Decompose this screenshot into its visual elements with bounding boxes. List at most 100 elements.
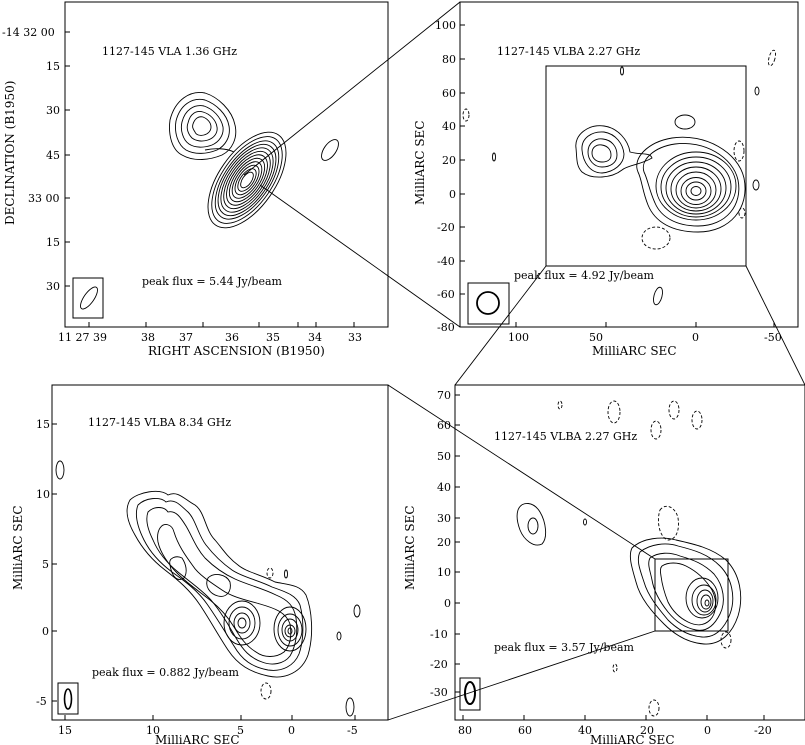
vlba227b-contours-lobe bbox=[516, 503, 547, 546]
vla-xtick-1: 38 bbox=[141, 331, 155, 344]
vlba227a-frame bbox=[459, 1, 799, 328]
vlba227a-ytick-1: 80 bbox=[442, 53, 456, 66]
vlba227b-ytick-2: 50 bbox=[437, 450, 451, 463]
vlba834-xlabel: MilliARC SEC bbox=[155, 733, 240, 745]
vlba227b-xtick-5: -20 bbox=[754, 724, 772, 737]
vlba227b-neg-5 bbox=[691, 410, 703, 430]
vlba227b-xtick-2: 40 bbox=[578, 724, 592, 737]
vlba227a-peak-flux: peak flux = 4.92 Jy/beam bbox=[514, 269, 655, 282]
vlba227b-neg-9 bbox=[648, 699, 660, 717]
vla-ytick-4: 33 00 bbox=[28, 192, 60, 205]
vlba227a-ytick-8: -60 bbox=[437, 288, 455, 301]
vlba227a-ylabel: MilliARC SEC bbox=[413, 121, 427, 206]
vlba834-neg-1 bbox=[266, 567, 274, 579]
vlba227b-ytick-3: 40 bbox=[437, 481, 451, 494]
vlba227b-ytick-7: 0 bbox=[444, 597, 451, 610]
vlba227a-neg-4 bbox=[767, 49, 777, 67]
vlba227b-ytick-1: 60 bbox=[437, 419, 451, 432]
panel-vlba227a: 100 50 0 -50 100 80 60 40 20 0 -20 -40 -… bbox=[413, 1, 799, 358]
vlba227a-ytick-3: 40 bbox=[442, 120, 456, 133]
vlba227b-neg-7 bbox=[720, 631, 732, 649]
vlba227a-beam bbox=[476, 291, 500, 315]
vla-contours-lobe bbox=[169, 92, 237, 160]
vlba834-knot-3 bbox=[353, 604, 361, 618]
vlba227b-xtick-4: 0 bbox=[704, 724, 711, 737]
vlba227b-xtick-1: 60 bbox=[518, 724, 532, 737]
vla-bridge bbox=[204, 148, 235, 153]
vla-title: 1127-145 VLA 1.36 GHz bbox=[102, 45, 237, 58]
vlba227b-ytick-5: 20 bbox=[437, 536, 451, 549]
vlba834-ytick-0: 15 bbox=[36, 418, 50, 431]
vlba227a-contours-lobe bbox=[575, 125, 653, 178]
vlba227a-neg-1 bbox=[641, 226, 671, 250]
vlba834-neg-2 bbox=[260, 682, 272, 700]
panel-vla: 11 27 39 38 37 36 35 34 33 -14 32 00 15 … bbox=[2, 1, 389, 358]
vla-xtick-6: 33 bbox=[348, 331, 362, 344]
panel-vlba834: 15 10 5 0 -5 15 10 5 0 -5 MilliARC SEC M… bbox=[11, 384, 389, 745]
vla-ytick-0: -14 32 00 bbox=[2, 26, 55, 39]
vlba227b-beam-box bbox=[459, 677, 481, 711]
vlba227b-xlabel: MilliARC SEC bbox=[590, 733, 675, 745]
vlba227b-xtick-0: 80 bbox=[458, 724, 472, 737]
vlba227b-title: 1127-145 VLBA 2.27 GHz bbox=[494, 430, 637, 443]
vlba227b-neg-1 bbox=[557, 400, 563, 410]
vlba834-knot-2 bbox=[284, 569, 288, 579]
vlba227b-xtick-3: 20 bbox=[640, 724, 654, 737]
vlba227a-knot-2 bbox=[620, 66, 624, 76]
vlba227b-contours-core bbox=[629, 537, 742, 645]
vlba227b-peak-flux: peak flux = 3.57 Jy/beam bbox=[494, 641, 635, 654]
panel-vlba227b: 80 60 40 20 0 -20 70 60 50 40 30 20 10 0… bbox=[403, 384, 805, 745]
vla-beam-box bbox=[72, 277, 104, 319]
vlba834-ytick-4: -5 bbox=[36, 695, 47, 708]
vla-contours-core bbox=[207, 131, 287, 229]
vla-ytick-2: 30 bbox=[46, 104, 60, 117]
vlba227b-neg-3 bbox=[650, 420, 662, 440]
vlba834-xtick-2: 5 bbox=[237, 724, 244, 737]
vla-xtick-2: 37 bbox=[179, 331, 193, 344]
vlba227a-ytick-7: -40 bbox=[437, 255, 455, 268]
vlba227b-frame bbox=[454, 384, 805, 721]
vla-frame bbox=[64, 1, 389, 328]
vlba834-frame bbox=[51, 384, 389, 721]
vlba227a-ytick-0: 100 bbox=[435, 19, 456, 32]
vlba227a-neg-5 bbox=[462, 108, 470, 122]
vla-ylabel: DECLINATION (B1950) bbox=[3, 81, 17, 225]
vla-ytick-3: 45 bbox=[46, 149, 60, 162]
vlba227a-ytick-5: 0 bbox=[449, 188, 456, 201]
vlba227b-beam bbox=[464, 681, 476, 705]
vlba227a-xtick-3: -50 bbox=[764, 331, 782, 344]
zoom-lines-2 bbox=[454, 265, 805, 386]
zoom-lines-1 bbox=[243, 1, 461, 328]
vlba227b-ylabel: MilliARC SEC bbox=[403, 506, 417, 591]
vlba227b-ytick-10: -30 bbox=[430, 686, 448, 699]
vla-xtick-4: 35 bbox=[266, 331, 280, 344]
vla-xtick-0: 11 27 39 bbox=[58, 331, 107, 344]
vlba227a-knot-3 bbox=[492, 152, 496, 162]
vlba227a-knot-5 bbox=[752, 179, 760, 191]
vlba834-ytick-1: 10 bbox=[36, 488, 50, 501]
vlba834-ylabel: MilliARC SEC bbox=[11, 506, 25, 591]
vlba227a-contours-core bbox=[636, 136, 746, 233]
vlba227b-ytick-0: 70 bbox=[437, 389, 451, 402]
vlba227a-xtick-2: 0 bbox=[692, 331, 699, 344]
vlba227a-ytick-2: 60 bbox=[442, 87, 456, 100]
vlba227b-ytick-9: -20 bbox=[430, 658, 448, 671]
vlba834-knot-4 bbox=[336, 631, 342, 641]
vlba227a-ytick-4: 20 bbox=[442, 154, 456, 167]
zoom-lines-3 bbox=[387, 384, 656, 721]
vlba227b-ytick-4: 30 bbox=[437, 512, 451, 525]
vla-ytick-6: 30 bbox=[46, 280, 60, 293]
vlba227b-ytick-6: 10 bbox=[437, 566, 451, 579]
vlba227a-beam-box bbox=[467, 282, 510, 325]
vlba834-xtick-1: 10 bbox=[146, 724, 160, 737]
vla-xlabel: RIGHT ASCENSION (B1950) bbox=[148, 344, 325, 358]
vlba227a-knot-1 bbox=[674, 114, 696, 130]
vlba227b-neg-6 bbox=[657, 505, 679, 541]
vlba227b-neg-4 bbox=[668, 400, 680, 420]
vlba834-beam bbox=[63, 688, 73, 710]
vla-ytick-5: 15 bbox=[46, 236, 60, 249]
vlba834-xtick-0: 15 bbox=[58, 724, 72, 737]
vlba227a-neg-3 bbox=[738, 207, 746, 219]
vlba834-ytick-2: 5 bbox=[42, 558, 49, 571]
